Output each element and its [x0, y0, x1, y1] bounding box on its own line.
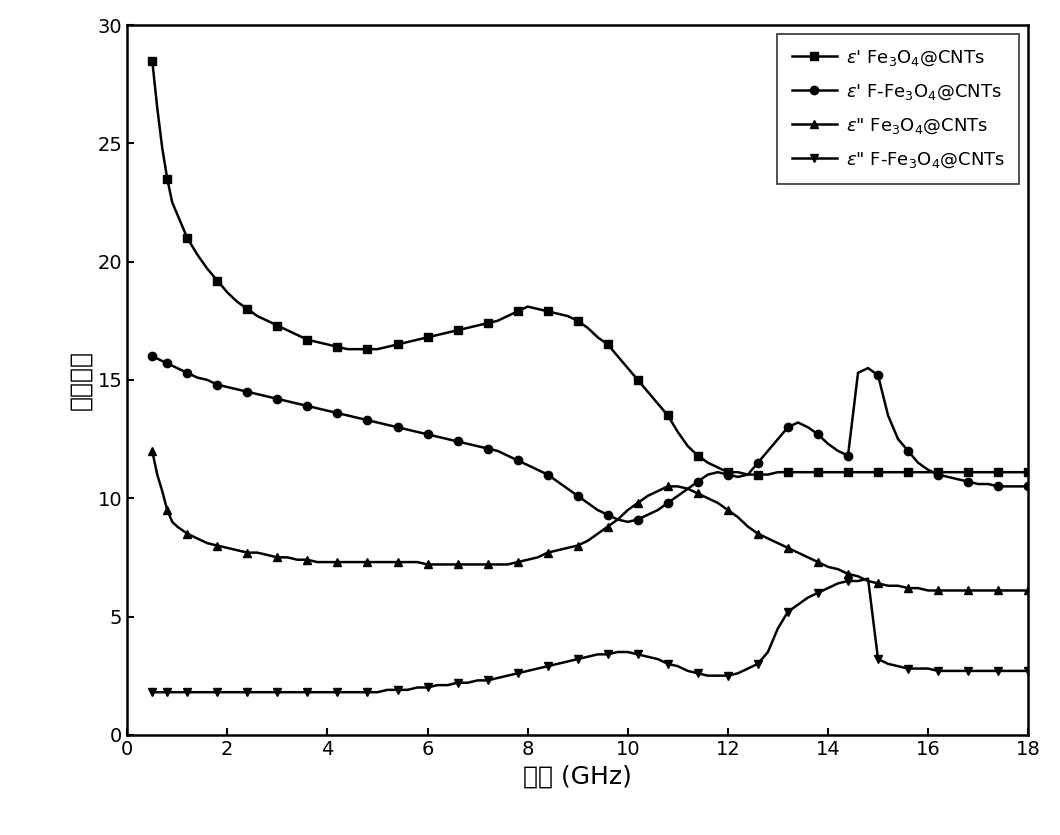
Y-axis label: 介电常数: 介电常数 — [68, 350, 92, 410]
X-axis label: 频率 (GHz): 频率 (GHz) — [524, 764, 632, 788]
Legend: $\varepsilon$' Fe$_3$O$_4$@CNTs, $\varepsilon$' F-Fe$_3$O$_4$@CNTs, $\varepsilon: $\varepsilon$' Fe$_3$O$_4$@CNTs, $\varep… — [777, 34, 1019, 185]
